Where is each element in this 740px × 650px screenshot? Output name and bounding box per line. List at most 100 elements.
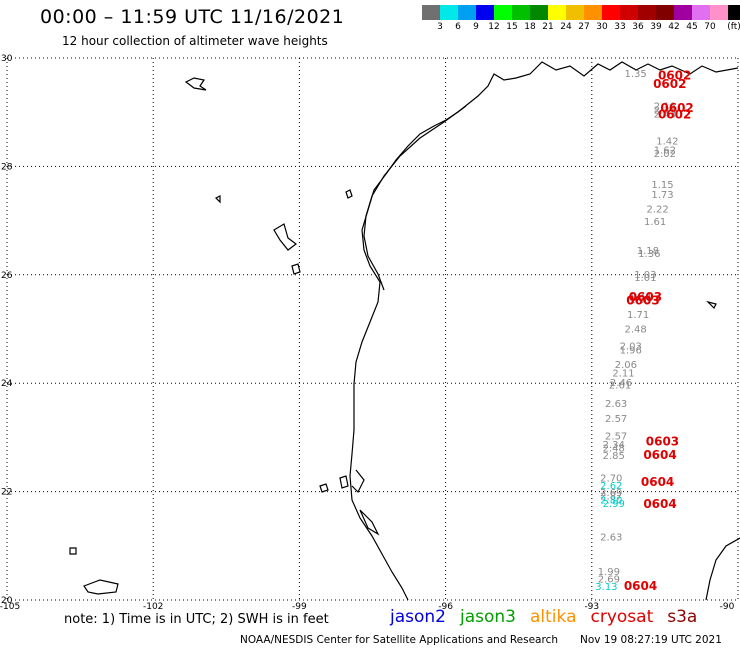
- wave-height-value: 2.57: [605, 414, 627, 425]
- pass-labels: 0602060206020602060306030603060406040604…: [624, 69, 694, 594]
- legend-swatch: #e070f0: [692, 5, 710, 20]
- legend-tick-label: (ft): [727, 22, 740, 32]
- lon-tick-label: -105: [0, 602, 20, 612]
- generated-timestamp: Nov 19 08:27:19 UTC 2021: [580, 634, 722, 646]
- legend-swatch: #800000: [656, 5, 674, 20]
- satellite-name: jason3: [460, 607, 516, 627]
- legend-swatch: #00ff00: [494, 5, 512, 20]
- barrier-island: [363, 105, 467, 291]
- wave-height-value: 1.71: [627, 310, 649, 321]
- wave-height-value: 1.99: [598, 567, 620, 578]
- pass-number-label: 0604: [641, 475, 674, 489]
- wave-height-value: 2.48: [625, 324, 647, 335]
- pass-number-label: 0604: [624, 579, 657, 593]
- lat-tick-label: 22: [1, 488, 12, 498]
- legend-tick-label: 3: [437, 22, 443, 32]
- legend-tick-label: 42: [668, 22, 680, 32]
- legend-swatch: #0000f0: [476, 5, 494, 20]
- island: [184, 77, 207, 91]
- wave-height-value: 2.99: [603, 499, 625, 510]
- satellite-name: cryosat: [590, 607, 654, 627]
- texas-coastline: [349, 61, 739, 601]
- wave-height-value: 3.13: [595, 582, 617, 593]
- pass-number-label: 0603: [646, 435, 679, 449]
- island: [273, 223, 297, 251]
- legend-swatch: #a000a0: [674, 5, 692, 20]
- lat-tick-label: 20: [1, 596, 13, 606]
- wave-height-value: 2.48: [603, 443, 625, 454]
- wave-height-value: 1.03: [634, 270, 656, 281]
- wave-height-value: 2.43: [654, 110, 676, 121]
- lat-tick-label: 26: [1, 271, 13, 281]
- legend-tick-label: 15: [506, 22, 518, 32]
- satellite-name: altika: [530, 607, 577, 627]
- wave-height-value: 1.15: [651, 180, 673, 191]
- legend-tick-label: 45: [686, 22, 698, 32]
- wave-height-value: 2.70: [600, 473, 622, 484]
- legend-tick-label: 70: [704, 22, 716, 32]
- legend-swatch: #707070: [422, 5, 440, 20]
- wave-height-value: 2.61: [609, 381, 631, 392]
- wave-height-value: 2.62: [600, 481, 622, 492]
- legend-swatch: #d00000: [620, 5, 638, 20]
- chart-title: 00:00 – 11:59 UTC 11/16/2021: [40, 6, 345, 28]
- axis-labels: 30 28 26 24 22 20-105 -102 -99 -96 -93 -90: [0, 54, 735, 612]
- wave-height-value: 2.57: [605, 432, 627, 443]
- footnote: note: 1) Time is in UTC; 2) SWH is in fe…: [64, 612, 329, 627]
- wave-height-value: 2.63: [600, 532, 622, 543]
- pass-number-label: 0602: [658, 108, 691, 122]
- legend-tick-label: 24: [560, 22, 572, 32]
- chart-subtitle: 12 hour collection of altimeter wave hei…: [62, 34, 328, 48]
- lon-tick-label: -90: [720, 602, 735, 612]
- island: [706, 300, 717, 310]
- wave-height-value: 1.62: [654, 145, 676, 156]
- lon-tick-label: -99: [292, 602, 307, 612]
- wave-height-value: 1.42: [656, 137, 678, 148]
- legend-tick-label: 6: [455, 22, 461, 32]
- island: [69, 547, 77, 555]
- pass-number-label: 0602: [653, 77, 686, 91]
- wave-height-value: 1.73: [651, 190, 673, 201]
- wave-height-value: 2.34: [603, 440, 625, 451]
- wave-height-value: 2.87: [600, 492, 622, 503]
- wave-height-value: 2.03: [620, 342, 642, 353]
- island: [214, 195, 221, 204]
- legend-tick-label: 12: [488, 22, 500, 32]
- pass-number-label: 0602: [660, 101, 693, 115]
- legend-ticks: 3 6 9 12 15 18 21 24 27 30 33 36 39 42 45 70 (ft): [422, 20, 740, 34]
- wave-height-value: 2.63: [605, 399, 627, 410]
- lon-tick-label: -93: [584, 602, 599, 612]
- wave-height-value: 1.96: [620, 345, 642, 356]
- legend-swatch: #f0c000: [566, 5, 584, 20]
- pass-number-label: 0604: [643, 497, 676, 511]
- legend-swatch: #00c000: [512, 5, 530, 20]
- legend-tick-label: 36: [632, 22, 644, 32]
- lat-tick-label: 28: [1, 162, 13, 172]
- legend-swatch: #008800: [530, 5, 548, 20]
- wave-height-value: 2.31: [654, 105, 676, 116]
- island: [319, 483, 329, 493]
- satellite-name: s3a: [667, 607, 698, 627]
- wave-height-value: 2.22: [646, 204, 668, 215]
- wave-height-value: 2.06: [615, 360, 637, 371]
- coastline: [349, 61, 740, 601]
- legend-swatch: #ffff00: [548, 5, 566, 20]
- bay-inlet: [351, 469, 365, 494]
- pass-number-label: 0602: [658, 69, 691, 83]
- wave-height-value: 1.99: [629, 295, 651, 306]
- wave-height-value: 1.61: [644, 217, 666, 228]
- wave-height-value: 2.16: [654, 101, 676, 112]
- wave-height-value: 2.02: [654, 149, 676, 160]
- wave-height-value: 2.69: [598, 575, 620, 586]
- island: [345, 189, 353, 199]
- observations: 1.35 2.162.312.43 1.421.622.02 1.151.73 2.22…: [595, 69, 678, 593]
- lon-tick-label: -102: [143, 602, 163, 612]
- legend-tick-label: 9: [473, 22, 479, 32]
- pass-number-label: 0603: [626, 294, 659, 308]
- island: [339, 475, 349, 489]
- legend-swatch: #ff9000: [584, 5, 602, 20]
- wave-height-value: 1.35: [625, 69, 647, 80]
- island: [291, 263, 301, 275]
- legend-tick-label: 30: [596, 22, 608, 32]
